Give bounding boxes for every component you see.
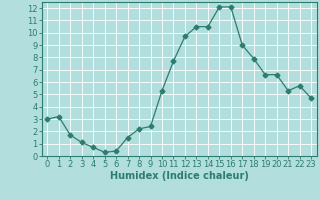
X-axis label: Humidex (Indice chaleur): Humidex (Indice chaleur): [110, 171, 249, 181]
